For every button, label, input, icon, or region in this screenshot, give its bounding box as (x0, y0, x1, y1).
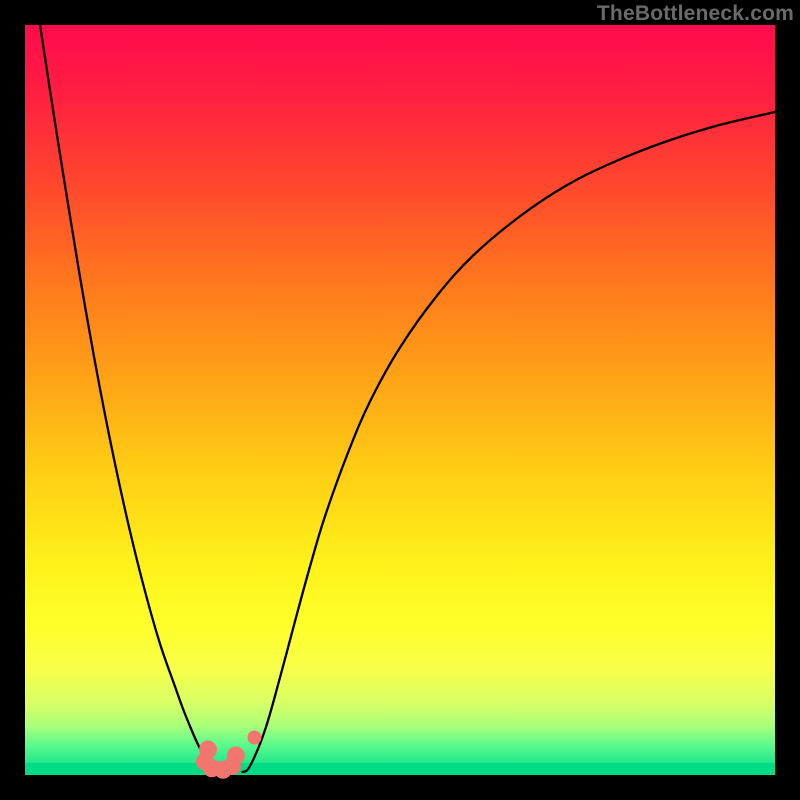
plot-gradient-bg (25, 25, 775, 775)
data-marker (248, 731, 262, 745)
bottom-green-strip (25, 763, 775, 775)
bottleneck-chart-svg (0, 0, 800, 800)
figure: TheBottleneck.com (0, 0, 800, 800)
data-marker (227, 747, 245, 765)
